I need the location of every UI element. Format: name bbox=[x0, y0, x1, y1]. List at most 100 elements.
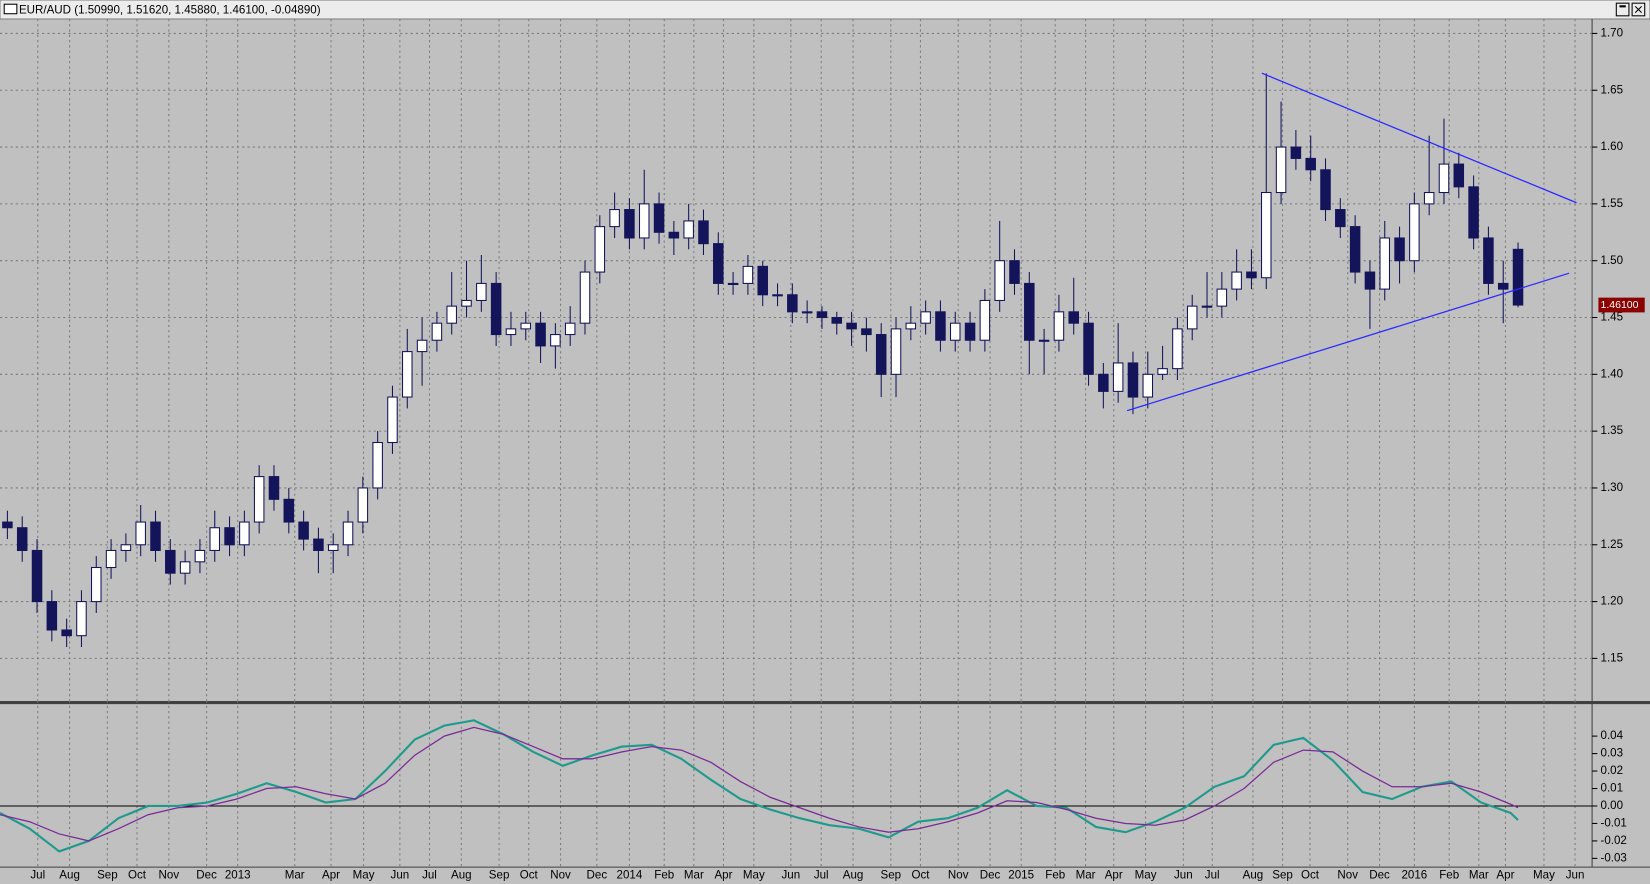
x-tick-label: May bbox=[1135, 870, 1157, 882]
candle-body bbox=[150, 521, 161, 551]
x-tick-label: Dec bbox=[980, 870, 1001, 882]
candle-body bbox=[476, 282, 487, 301]
x-tick-label: Feb bbox=[654, 870, 674, 882]
x-tick-label: May bbox=[1533, 870, 1555, 882]
candle-body bbox=[1053, 311, 1065, 341]
x-tick-label: Nov bbox=[159, 870, 180, 882]
candle-body bbox=[1098, 373, 1109, 392]
candle-body bbox=[135, 521, 146, 546]
candle-body bbox=[283, 498, 295, 523]
candle-body bbox=[920, 311, 931, 324]
x-tick-label: Mar bbox=[285, 870, 305, 882]
y-tick-label: 1.55 bbox=[1601, 198, 1624, 210]
candle-body bbox=[402, 351, 413, 398]
candle-body bbox=[16, 527, 28, 551]
candle-body bbox=[209, 527, 221, 551]
x-tick-label: Sep bbox=[1272, 870, 1293, 882]
candle-body bbox=[727, 282, 739, 286]
candle-body bbox=[194, 549, 206, 563]
candle-body bbox=[535, 322, 546, 347]
x-tick-label: Feb bbox=[1045, 870, 1065, 882]
candle-body bbox=[1394, 237, 1405, 262]
candle-body bbox=[1260, 191, 1272, 279]
candle-body bbox=[1083, 322, 1094, 375]
x-tick-label: Aug bbox=[843, 870, 864, 882]
candle-body bbox=[653, 203, 665, 233]
maximize-button[interactable] bbox=[1615, 2, 1630, 17]
x-tick-label: Jul bbox=[30, 870, 45, 882]
candle-body bbox=[2, 521, 13, 529]
candle-body bbox=[609, 209, 620, 228]
candle-body bbox=[1186, 305, 1198, 330]
candle-body bbox=[1468, 186, 1479, 239]
candle-body bbox=[298, 521, 309, 540]
y-tick-label: -0.02 bbox=[1601, 835, 1627, 847]
candle-body bbox=[224, 527, 235, 546]
candle-body bbox=[831, 316, 843, 324]
candle-body bbox=[638, 203, 650, 239]
y-tick-label: 1.30 bbox=[1601, 482, 1624, 494]
window-icon bbox=[3, 3, 18, 15]
candle-body bbox=[268, 476, 280, 500]
y-tick-label: 1.65 bbox=[1601, 84, 1624, 96]
x-tick-label: Aug bbox=[451, 870, 472, 882]
candle-body bbox=[105, 549, 117, 569]
y-tick-label: 1.35 bbox=[1601, 425, 1624, 437]
candle-body bbox=[313, 538, 324, 551]
candle-body bbox=[1379, 237, 1391, 290]
y-tick-label: 0.04 bbox=[1601, 730, 1624, 742]
candle-body bbox=[431, 322, 443, 341]
candle-body bbox=[1409, 203, 1420, 262]
x-tick-label: Jul bbox=[422, 870, 437, 882]
candle-body bbox=[1216, 288, 1228, 307]
candle-body bbox=[1127, 362, 1139, 398]
candle-body bbox=[1275, 146, 1287, 194]
candle-body bbox=[713, 243, 724, 284]
candle-body bbox=[357, 487, 369, 523]
candle-body bbox=[1512, 248, 1524, 306]
y-tick-label: 1.50 bbox=[1601, 255, 1624, 267]
x-tick-label: Sep bbox=[881, 870, 902, 882]
x-tick-label: Dec bbox=[587, 870, 608, 882]
x-tick-label: Aug bbox=[1243, 870, 1264, 882]
y-tick-label: 1.20 bbox=[1601, 596, 1624, 608]
candle-body bbox=[1483, 237, 1494, 284]
candle-body bbox=[1349, 226, 1361, 273]
last-price-box bbox=[1598, 297, 1645, 313]
x-tick-label: Aug bbox=[59, 870, 80, 882]
candle-body bbox=[757, 265, 768, 296]
candle-body bbox=[935, 311, 946, 341]
candle-body bbox=[1320, 169, 1331, 211]
candle-body bbox=[772, 294, 783, 297]
candle-body bbox=[994, 260, 1005, 301]
x-tick-label: May bbox=[353, 870, 375, 882]
candle-body bbox=[579, 271, 591, 324]
candle-body bbox=[1038, 339, 1050, 342]
candle-body bbox=[698, 220, 709, 245]
x-tick-label: 2016 bbox=[1401, 870, 1427, 882]
candle-body bbox=[1024, 282, 1035, 341]
y-tick-label: 1.15 bbox=[1601, 652, 1624, 664]
x-tick-label: Apr bbox=[322, 870, 340, 882]
candle-body bbox=[816, 311, 828, 319]
candle-body bbox=[875, 334, 887, 375]
x-tick-label: 2013 bbox=[225, 870, 251, 882]
x-tick-label: Nov bbox=[948, 870, 969, 882]
candle-body bbox=[120, 544, 132, 551]
candle-body bbox=[861, 328, 872, 336]
candle-body bbox=[742, 265, 754, 284]
candle-body bbox=[1112, 362, 1124, 392]
candle-body bbox=[1068, 311, 1079, 324]
last-price-label: 1.46100 bbox=[1601, 299, 1639, 311]
candle-body bbox=[505, 328, 517, 336]
x-tick-label: Sep bbox=[489, 870, 510, 882]
candle-body bbox=[239, 521, 250, 546]
candle-body bbox=[1453, 163, 1465, 188]
x-tick-label: Jul bbox=[814, 870, 829, 882]
title-bar bbox=[0, 0, 1650, 20]
y-tick-label: 0.00 bbox=[1601, 800, 1624, 812]
x-tick-label: Apr bbox=[1105, 870, 1123, 882]
